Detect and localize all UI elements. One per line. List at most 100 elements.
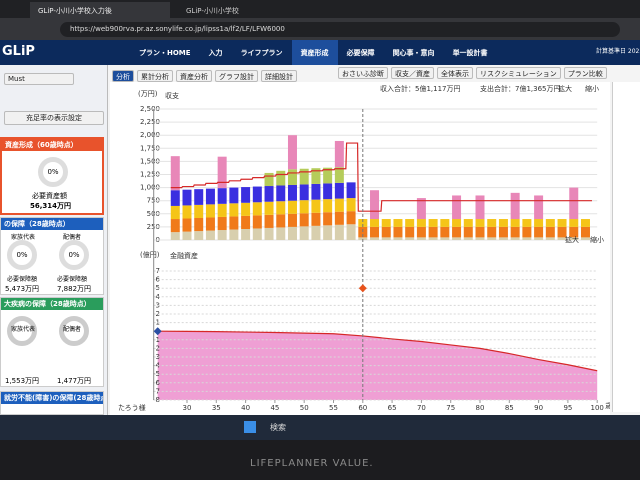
bar-segment bbox=[569, 187, 579, 220]
logo: GLiP bbox=[2, 44, 35, 59]
menu-item[interactable]: 関心事・意向 bbox=[392, 49, 435, 57]
x-tick-label: 95 bbox=[563, 404, 572, 412]
bar-segment bbox=[370, 237, 380, 240]
setting-button[interactable]: 充足率の表示設定 bbox=[4, 111, 104, 125]
x-tick-label: 75 bbox=[446, 404, 455, 412]
bar-segment bbox=[170, 156, 180, 191]
y-tick-label: -8 bbox=[153, 396, 160, 404]
bar-segment bbox=[311, 212, 321, 226]
bar-segment bbox=[311, 168, 321, 184]
menu-item[interactable]: 単一設計書 bbox=[452, 49, 488, 57]
menu-item[interactable]: ライフプラン bbox=[240, 49, 283, 57]
bar-segment bbox=[264, 172, 274, 187]
menu-item[interactable]: プラン・HOME bbox=[139, 49, 191, 57]
bar-segment bbox=[182, 205, 192, 219]
sub-tab[interactable]: 資産分析 bbox=[176, 70, 212, 82]
tab[interactable]: GLiP-小川小学校 bbox=[186, 7, 239, 15]
bar-segment bbox=[217, 188, 227, 204]
bar-segment bbox=[393, 226, 403, 238]
sub-tab[interactable]: 分析 bbox=[112, 70, 134, 82]
bar-segment bbox=[381, 237, 391, 240]
sub-tab[interactable]: 詳細設計 bbox=[261, 70, 297, 82]
y-tick-label: -7 bbox=[153, 387, 160, 395]
zoom-out[interactable]: 縮小 bbox=[590, 235, 604, 244]
x-tick-label: 40 bbox=[241, 404, 250, 412]
bar-segment bbox=[229, 187, 239, 204]
toolbar-button[interactable]: 全体表示 bbox=[437, 67, 473, 79]
bar-segment bbox=[452, 226, 462, 238]
bar-segment bbox=[276, 185, 286, 202]
menu-item[interactable]: 必要保障 bbox=[346, 49, 375, 57]
x-unit: 歳 bbox=[605, 401, 610, 410]
rate: 0% bbox=[59, 240, 89, 270]
toolbar-button[interactable]: 収支／資産 bbox=[391, 67, 434, 79]
bar-segment bbox=[346, 182, 356, 199]
menu-item[interactable]: 入力 bbox=[208, 49, 223, 57]
bar-segment bbox=[428, 226, 438, 238]
amount: 7,882万円 bbox=[57, 285, 92, 293]
bar-segment bbox=[534, 237, 544, 240]
bar-segment bbox=[252, 186, 262, 203]
bar-segment bbox=[534, 195, 544, 220]
toolbar-button[interactable]: おさいふ診断 bbox=[338, 67, 388, 79]
chart-title: 金融資産 bbox=[170, 251, 198, 260]
bar-segment bbox=[440, 237, 450, 240]
bar-segment bbox=[287, 184, 297, 201]
bar-segment bbox=[475, 195, 485, 220]
rate: 0% bbox=[7, 240, 37, 270]
bar-segment bbox=[299, 213, 309, 227]
ring bbox=[59, 316, 89, 346]
bar-segment bbox=[252, 228, 262, 240]
bar-segment bbox=[264, 186, 274, 202]
bar-segment bbox=[323, 212, 333, 226]
toolbar-button[interactable]: プラン比較 bbox=[563, 67, 607, 79]
bar-segment bbox=[311, 199, 321, 213]
bar-segment bbox=[557, 237, 567, 240]
bar-segment bbox=[334, 140, 344, 168]
zoom-in[interactable]: 拡大 bbox=[565, 235, 579, 244]
bar-segment bbox=[194, 204, 204, 218]
bar-segment bbox=[334, 198, 344, 212]
bar-segment bbox=[217, 156, 227, 189]
start-icon[interactable] bbox=[244, 421, 256, 433]
x-tick-label: 50 bbox=[300, 404, 309, 412]
sub-tab[interactable]: グラフ設計 bbox=[215, 70, 258, 82]
bar-segment bbox=[299, 168, 309, 185]
right-panel bbox=[612, 82, 640, 412]
income-total: 収入合計：5億1,117万円 bbox=[380, 84, 461, 93]
bar-segment bbox=[252, 202, 262, 216]
toolbar-button[interactable]: リスクシミュレーション bbox=[476, 67, 561, 79]
label: 必要保障額 bbox=[57, 276, 88, 283]
bar-segment bbox=[334, 224, 344, 240]
bar-segment bbox=[545, 226, 555, 238]
bar-segment bbox=[534, 226, 544, 238]
menu-item[interactable]: 資産形成 bbox=[291, 40, 338, 65]
search[interactable]: 検索 bbox=[270, 423, 286, 432]
rate: 0% bbox=[38, 157, 68, 187]
bar-segment bbox=[241, 228, 251, 240]
card-title: 資産形成（60歳時点） bbox=[2, 139, 102, 151]
bar-segment bbox=[545, 219, 555, 227]
bar-segment bbox=[252, 215, 262, 229]
bar-segment bbox=[194, 217, 204, 232]
zoom-in[interactable]: 拡大 bbox=[558, 84, 572, 93]
bar-segment bbox=[358, 237, 368, 240]
bar-segment bbox=[569, 219, 579, 227]
bar-segment bbox=[416, 237, 426, 240]
bar-segment bbox=[416, 219, 426, 227]
select[interactable]: Must bbox=[4, 73, 74, 85]
bar-segment bbox=[287, 200, 297, 214]
tab[interactable]: GLiP-小川小学校入力後 bbox=[30, 2, 170, 18]
bar-segment bbox=[217, 216, 227, 231]
bar-segment bbox=[370, 219, 380, 227]
zoom-out[interactable]: 縮小 bbox=[585, 84, 599, 93]
bar-segment bbox=[205, 188, 215, 205]
sub-tab[interactable]: 累計分析 bbox=[137, 70, 173, 82]
bar-segment bbox=[182, 218, 192, 232]
left-panel: Must 充足率の表示設定 資産形成（60歳時点） 0% 必要資産額 56,31… bbox=[0, 65, 108, 415]
url[interactable]: https://web900rva.pr.az.sonylife.co.jp/l… bbox=[60, 22, 620, 37]
card: 大疾病の保障（28歳時点） 家族代表 配偶者 1,553万円 1,477万円 bbox=[0, 297, 104, 387]
bar-segment bbox=[510, 219, 520, 227]
y-tick-label: 2,250 bbox=[140, 118, 160, 126]
bar-segment bbox=[381, 226, 391, 238]
